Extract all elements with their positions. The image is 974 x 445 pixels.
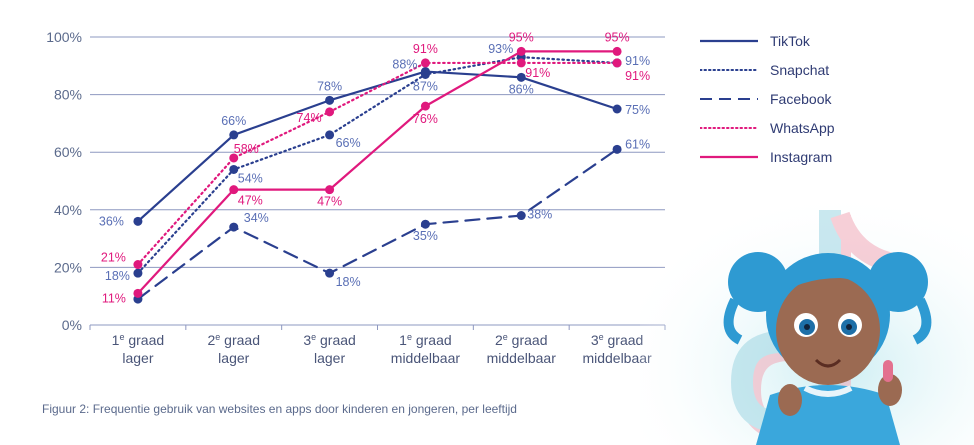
data-point-tiktok (325, 95, 335, 105)
data-point-instagram (612, 46, 622, 56)
y-tick-label: 80% (54, 87, 82, 103)
data-point-tiktok (612, 104, 622, 114)
legend-item-tiktok: TikTok (700, 26, 900, 55)
data-label-facebook: 18% (336, 275, 361, 289)
data-point-snapchat (325, 130, 335, 140)
x-tick-label: 3e graad (303, 332, 356, 348)
legend-label-facebook: Facebook (770, 90, 832, 107)
y-tick-label: 40% (54, 202, 82, 218)
data-label-snapchat: 93% (488, 42, 513, 56)
data-point-instagram (133, 288, 143, 298)
data-label-instagram: 76% (413, 112, 438, 126)
data-point-facebook (229, 222, 239, 232)
legend-item-whatsapp: WhatsApp (700, 113, 900, 142)
legend-swatch-tiktok (700, 39, 758, 42)
y-tick-label: 60% (54, 144, 82, 160)
data-point-instagram (229, 185, 239, 195)
x-tick-label: middelbaar (487, 350, 557, 366)
data-point-tiktok (133, 216, 143, 226)
data-point-facebook (325, 268, 335, 278)
x-tick-label: 3e graad (591, 332, 644, 348)
data-label-instagram: 47% (317, 195, 342, 209)
legend-item-facebook: Facebook (700, 84, 900, 113)
legend-swatch-instagram (700, 155, 758, 158)
data-point-tiktok (516, 72, 526, 82)
series-line-snapchat (136, 56, 619, 275)
figure-caption: Figuur 2: Frequentie gebruik van website… (42, 402, 517, 416)
data-point-whatsapp (133, 260, 143, 270)
data-point-instagram (420, 101, 430, 111)
legend-swatch-whatsapp (700, 126, 758, 129)
legend-swatch-facebook (700, 97, 758, 100)
data-label-tiktok: 88% (392, 58, 417, 72)
x-tick-label: middelbaar (391, 350, 461, 366)
data-point-snapchat (133, 268, 143, 278)
series-line-instagram (136, 50, 619, 295)
legend-item-instagram: Instagram (700, 142, 900, 171)
series-line-tiktok (136, 70, 619, 223)
x-tick-label: middelbaar (582, 350, 652, 366)
x-tick-label: lager (218, 350, 249, 366)
data-label-tiktok: 86% (509, 82, 534, 96)
data-label-whatsapp: 21% (101, 251, 126, 265)
data-point-whatsapp (229, 153, 239, 163)
data-label-instagram: 95% (605, 30, 630, 44)
data-label-snapchat: 91% (625, 54, 650, 68)
data-label-whatsapp: 91% (625, 69, 650, 83)
data-point-facebook (516, 211, 526, 221)
y-tick-label: 100% (46, 29, 82, 45)
data-label-snapchat: 66% (336, 136, 361, 150)
x-tick-label: 1e graad (399, 332, 452, 348)
legend-item-snapchat: Snapchat (700, 55, 900, 84)
data-label-tiktok: 78% (317, 79, 342, 93)
data-point-snapchat (229, 164, 239, 174)
data-label-instagram: 11% (102, 291, 126, 305)
data-label-tiktok: 75% (625, 103, 650, 117)
legend-label-tiktok: TikTok (770, 32, 810, 49)
legend-label-snapchat: Snapchat (770, 61, 830, 78)
data-point-facebook (612, 144, 622, 154)
data-label-tiktok: 66% (221, 114, 246, 128)
data-point-instagram (325, 185, 335, 195)
girl-figure (723, 252, 932, 445)
x-tick-label: lager (314, 350, 345, 366)
data-point-whatsapp (612, 58, 622, 68)
y-tick-label: 20% (54, 259, 82, 275)
series-line-whatsapp (136, 61, 619, 266)
data-point-whatsapp (420, 58, 430, 68)
data-label-snapchat: 87% (413, 79, 438, 93)
legend: TikTok Snapchat Facebook WhatsApp Instag… (700, 26, 900, 171)
girl-illustration (640, 190, 974, 445)
series-line-facebook (136, 148, 619, 301)
legend-label-instagram: Instagram (770, 148, 833, 165)
data-label-instagram: 95% (509, 30, 534, 44)
data-point-tiktok (229, 130, 239, 140)
legend-swatch-snapchat (700, 68, 758, 71)
data-point-whatsapp (325, 107, 335, 117)
data-point-facebook (420, 219, 430, 229)
x-tick-label: 2e graad (207, 332, 260, 348)
x-tick-label: 1e graad (112, 332, 165, 348)
data-label-instagram: 47% (238, 194, 263, 208)
x-tick-label: 2e graad (495, 332, 548, 348)
data-label-whatsapp: 74% (297, 111, 322, 125)
y-tick-label: 0% (62, 317, 82, 333)
data-label-facebook: 34% (244, 211, 269, 225)
data-label-tiktok: 36% (99, 214, 124, 228)
data-label-whatsapp: 91% (525, 66, 550, 80)
data-label-snapchat: 54% (238, 171, 263, 185)
data-label-snapchat: 18% (105, 269, 130, 283)
data-label-facebook: 38% (527, 208, 552, 222)
data-label-whatsapp: 58% (234, 142, 259, 156)
x-tick-label: lager (122, 350, 153, 366)
data-label-facebook: 61% (625, 137, 650, 151)
legend-label-whatsapp: WhatsApp (770, 119, 835, 136)
data-point-snapchat (420, 69, 430, 79)
data-point-instagram (516, 46, 526, 56)
data-label-facebook: 35% (413, 229, 438, 243)
data-point-whatsapp (516, 58, 526, 68)
data-label-whatsapp: 91% (413, 42, 438, 56)
